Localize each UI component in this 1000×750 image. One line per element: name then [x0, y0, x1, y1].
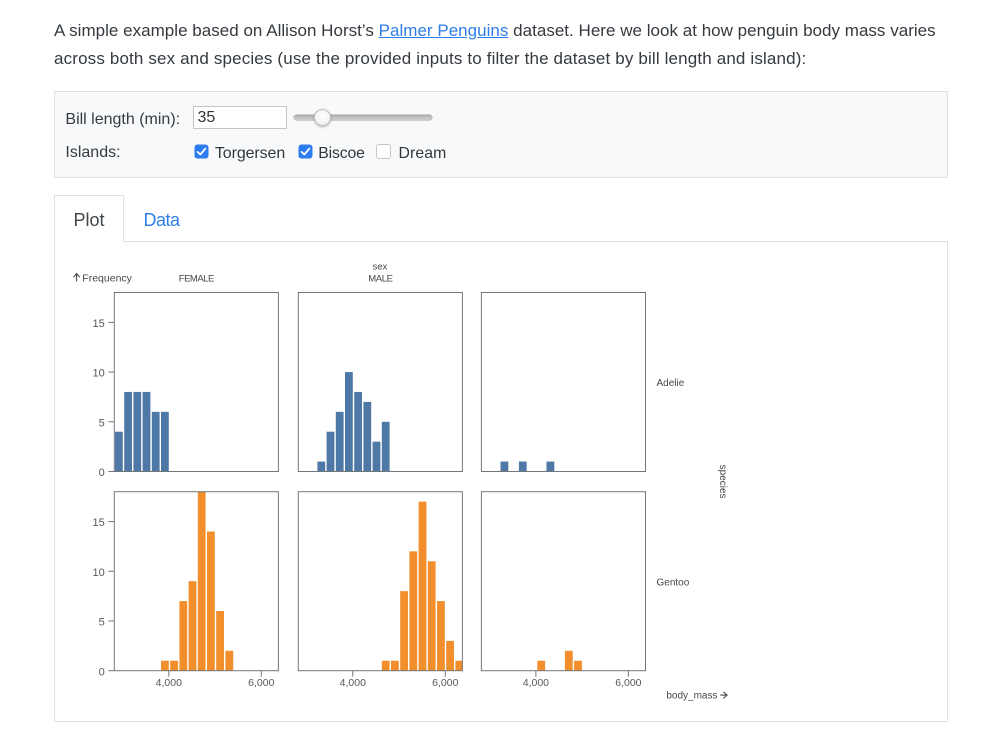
svg-text:species: species — [717, 465, 728, 499]
svg-text:6,000: 6,000 — [615, 677, 641, 689]
svg-text:0: 0 — [99, 666, 105, 678]
svg-text:4,000: 4,000 — [156, 677, 182, 689]
svg-text:6,000: 6,000 — [248, 677, 274, 689]
svg-text:5: 5 — [99, 617, 105, 629]
svg-text:10: 10 — [93, 368, 105, 380]
svg-text:FEMALE: FEMALE — [179, 274, 214, 285]
svg-text:sex: sex — [373, 262, 388, 273]
svg-text:6,000: 6,000 — [432, 677, 458, 689]
svg-text:Gentoo: Gentoo — [657, 578, 690, 589]
svg-text:Adelie: Adelie — [657, 378, 685, 389]
svg-text:0: 0 — [99, 467, 105, 479]
svg-text:4,000: 4,000 — [340, 677, 366, 689]
svg-text:MALE: MALE — [368, 274, 392, 285]
svg-text:Frequency: Frequency — [82, 273, 132, 285]
svg-text:15: 15 — [93, 517, 105, 529]
svg-text:15: 15 — [93, 318, 105, 330]
svg-text:4,000: 4,000 — [523, 677, 549, 689]
svg-text:10: 10 — [93, 567, 105, 579]
svg-text:body_mass: body_mass — [666, 690, 717, 701]
svg-text:5: 5 — [99, 417, 105, 429]
